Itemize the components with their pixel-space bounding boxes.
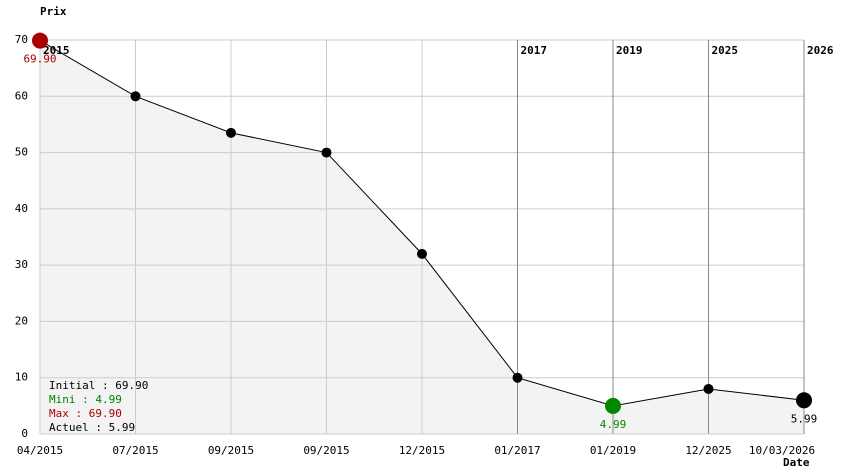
point	[32, 32, 48, 49]
y-tick-label: 40	[15, 202, 28, 215]
year-label: 2025	[712, 44, 739, 57]
point	[130, 91, 141, 102]
x-axis-title: Date	[783, 456, 810, 469]
x-tick-label: 01/2017	[494, 444, 540, 457]
point	[417, 248, 427, 259]
x-tick-label: 12/2015	[399, 444, 445, 457]
x-tick-label: 12/2025	[685, 444, 731, 457]
value-label: 5.99	[791, 412, 818, 425]
x-tick-label: 07/2015	[112, 444, 158, 457]
legend-item: Max : 69.90	[49, 407, 122, 420]
x-tick-label: 10/03/2026	[749, 444, 815, 457]
x-tick-label: 04/2015	[17, 444, 63, 457]
y-axis-title: Prix	[40, 5, 67, 18]
y-tick-label: 10	[15, 371, 28, 384]
x-tick-label: 09/2015	[208, 444, 254, 457]
legend-item: Initial : 69.90	[49, 379, 148, 392]
y-tick-label: 60	[15, 89, 28, 102]
legend-item: Actuel : 5.99	[49, 421, 135, 434]
y-tick-label: 30	[15, 258, 28, 271]
year-label: 2017	[521, 44, 548, 57]
point	[605, 397, 621, 414]
point	[321, 147, 332, 158]
y-tick-label: 50	[15, 146, 28, 159]
value-label: 4.99	[600, 418, 627, 431]
point	[512, 372, 523, 383]
point	[703, 383, 714, 394]
x-tick-label: 09/2015	[303, 444, 349, 457]
point	[796, 392, 812, 409]
point	[226, 127, 236, 138]
year-label: 2019	[616, 44, 643, 57]
legend-item: Mini : 4.99	[49, 393, 122, 406]
y-tick-label: 0	[21, 427, 28, 440]
year-label: 2026	[807, 44, 834, 57]
y-tick-label: 20	[15, 314, 28, 327]
y-tick-label: 70	[15, 33, 28, 46]
value-label: 69.90	[23, 53, 56, 66]
x-tick-label: 01/2019	[590, 444, 636, 457]
